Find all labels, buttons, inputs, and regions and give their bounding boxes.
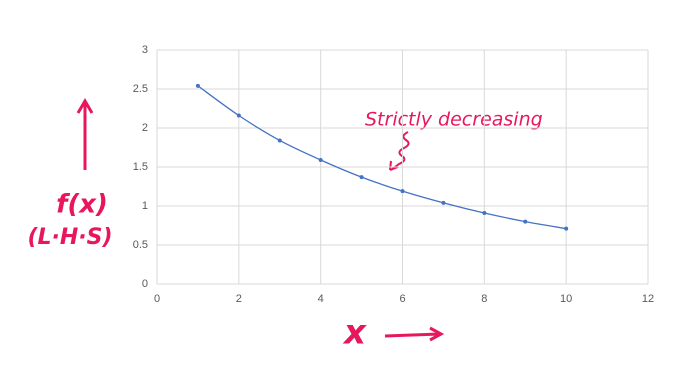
x-tick-label: 6 bbox=[399, 293, 405, 305]
y-tick-label: 1 bbox=[142, 200, 148, 212]
y-tick-label: 0.5 bbox=[133, 239, 148, 251]
marker bbox=[277, 138, 282, 143]
y-axis-note: (L·H·S) bbox=[27, 225, 112, 250]
y-arrow bbox=[76, 98, 94, 170]
x-tick-label: 12 bbox=[642, 293, 654, 305]
x-tick-label: 8 bbox=[481, 293, 487, 305]
x-tick-label: 4 bbox=[318, 293, 324, 305]
x-tick-label: 0 bbox=[154, 293, 160, 305]
x-tick-label: 2 bbox=[236, 293, 242, 305]
y-tick-label: 3 bbox=[142, 44, 148, 56]
x-arrow bbox=[384, 326, 445, 342]
x-axis-label: x bbox=[342, 313, 367, 353]
y-tick-label: 2 bbox=[142, 122, 148, 134]
annotation: Strictly decreasing bbox=[365, 109, 543, 131]
y-tick-label: 1.5 bbox=[133, 161, 148, 173]
marker bbox=[564, 226, 569, 231]
marker bbox=[195, 83, 200, 88]
marker bbox=[359, 175, 364, 180]
annotations: Strictly decreasing f(x) (L·H·S) x bbox=[27, 98, 543, 353]
marker bbox=[482, 211, 487, 216]
marker bbox=[318, 157, 323, 162]
marker bbox=[441, 200, 446, 205]
marker bbox=[523, 219, 528, 224]
marker bbox=[400, 189, 405, 194]
y-axis-label: f(x) bbox=[56, 190, 108, 220]
y-tick-label: 0 bbox=[142, 278, 148, 290]
marker bbox=[236, 113, 241, 118]
squiggle-arrow bbox=[390, 131, 410, 171]
y-tick-label: 2.5 bbox=[133, 83, 148, 95]
x-tick-label: 10 bbox=[560, 293, 572, 305]
line bbox=[197, 85, 567, 230]
